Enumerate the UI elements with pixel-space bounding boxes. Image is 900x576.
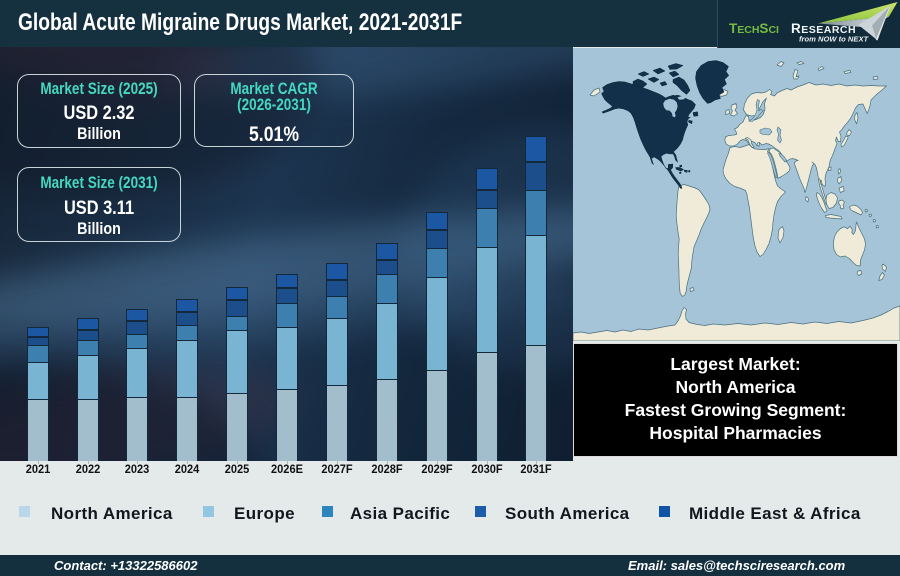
svg-text:TECHSCI: TECHSCI [729, 21, 779, 36]
svg-text:RESEARCH: RESEARCH [791, 21, 856, 36]
svg-text:from NOW to NEXT: from NOW to NEXT [799, 35, 870, 44]
